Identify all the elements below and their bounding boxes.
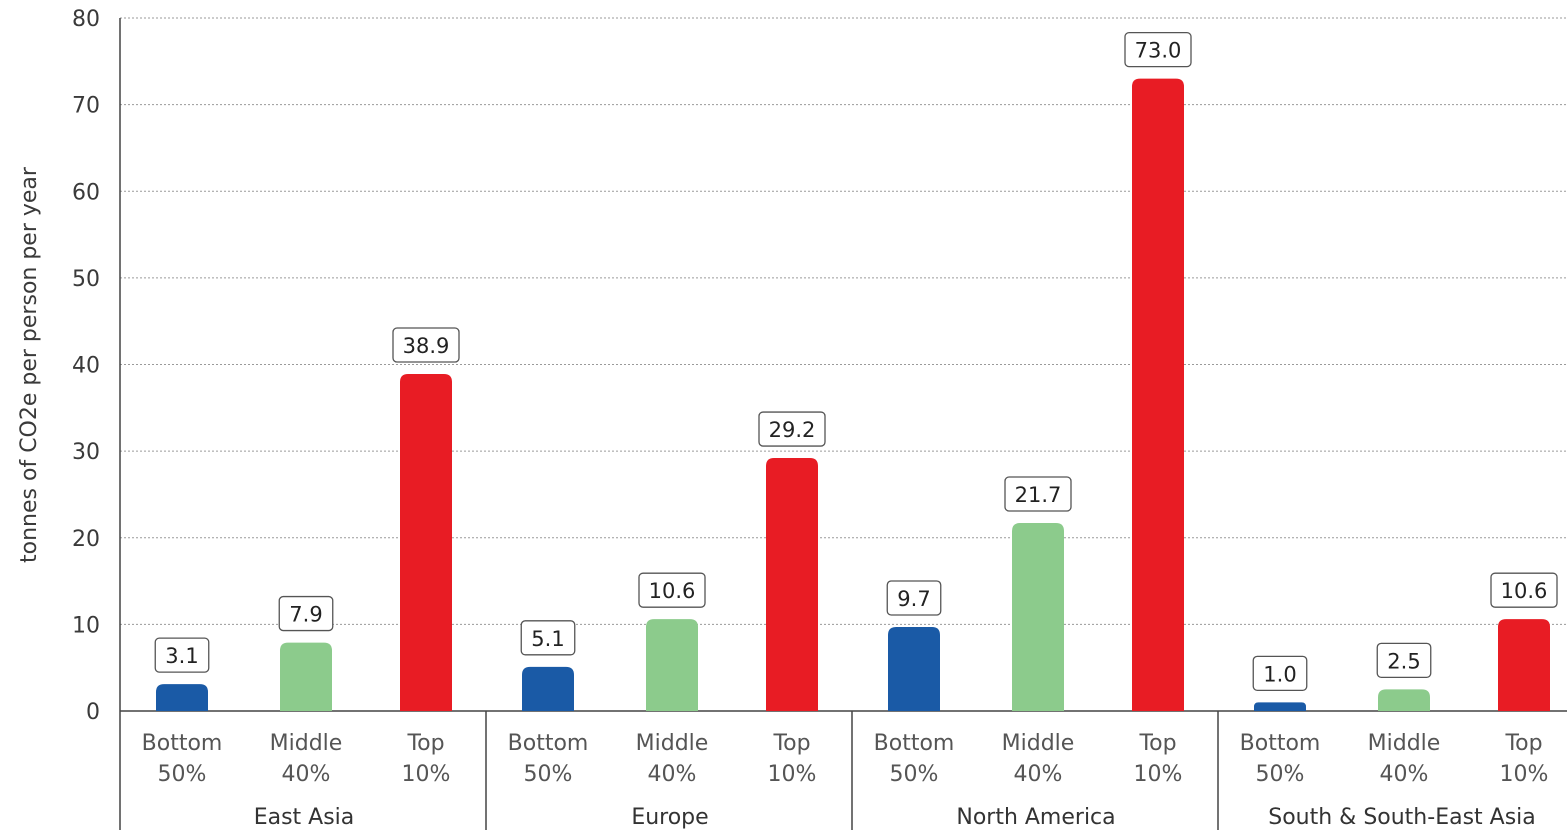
- y-axis-label: tonnes of CO2e per person per year: [17, 166, 42, 563]
- x-category-label-line1: Middle: [636, 731, 709, 756]
- x-category-label-line2: 50%: [890, 762, 939, 787]
- x-category-label-line2: 10%: [402, 762, 451, 787]
- x-category-label-line2: 40%: [1014, 762, 1063, 787]
- x-category-label-line1: Top: [1504, 731, 1542, 756]
- data-labels: 3.1 7.9 38.9 5.1 10.6 29.2 9.7 21.7 73.0 1.0 2.5 10…: [154, 31, 1558, 691]
- x-category-label-line2: 40%: [648, 762, 697, 787]
- bar: [1012, 523, 1064, 711]
- data-label: 3.1: [165, 644, 198, 668]
- data-label: 21.7: [1015, 483, 1062, 507]
- data-label-box: [886, 580, 942, 616]
- bar: [1254, 702, 1306, 711]
- data-label-box: [1490, 572, 1558, 608]
- x-category-label-line2: 50%: [524, 762, 573, 787]
- bar: [766, 458, 818, 711]
- x-group-label: East Asia: [254, 805, 355, 830]
- x-group-label: Europe: [631, 805, 708, 830]
- x-category-label-line1: Middle: [1368, 731, 1441, 756]
- x-category-label-line1: Top: [772, 731, 810, 756]
- bar: [1378, 689, 1430, 711]
- data-label: 38.9: [403, 334, 450, 358]
- y-tick-label: 70: [72, 94, 100, 119]
- axes: 0 10 20 30 40 50 60 70 80: [72, 7, 1567, 830]
- y-tick-label: 40: [72, 354, 100, 379]
- bar: [646, 619, 698, 711]
- x-category-label-line1: Top: [1138, 731, 1176, 756]
- x-category-label-line1: Bottom: [874, 731, 955, 756]
- data-label-box: [638, 572, 706, 608]
- x-category-label-line1: Bottom: [508, 731, 589, 756]
- gridlines: [120, 17, 1567, 625]
- data-label: 10.6: [649, 579, 696, 603]
- bar: [156, 684, 208, 711]
- data-label: 73.0: [1135, 39, 1182, 63]
- data-label: 7.9: [289, 603, 322, 627]
- x-axis-category-labels: Bottom 50% Middle 40% Top 10% Bottom 50% Middle 4…: [142, 731, 1549, 787]
- data-label: 10.6: [1501, 579, 1548, 603]
- x-category-label-line1: Bottom: [142, 731, 223, 756]
- x-category-label-line1: Top: [406, 731, 444, 756]
- y-tick-label: 20: [72, 527, 100, 552]
- x-category-label-line1: Middle: [1002, 731, 1075, 756]
- x-category-label-line2: 50%: [1256, 762, 1305, 787]
- bar: [888, 626, 940, 711]
- y-tick-label: 50: [72, 267, 100, 292]
- data-label-box: [1004, 476, 1072, 512]
- data-label-box: [1124, 31, 1192, 68]
- bar: [1498, 619, 1550, 711]
- x-axis-group-labels: East Asia Europe North America South & Sout…: [254, 805, 1536, 830]
- y-tick-label: 0: [86, 700, 100, 725]
- data-label: 5.1: [531, 627, 564, 651]
- bar: [1132, 78, 1184, 711]
- x-category-label-line2: 40%: [282, 762, 331, 787]
- x-category-label-line2: 50%: [158, 762, 207, 787]
- data-label: 1.0: [1263, 662, 1296, 686]
- bar: [522, 666, 574, 711]
- y-tick-label: 60: [72, 180, 100, 205]
- data-label: 2.5: [1387, 649, 1420, 673]
- y-tick-label: 10: [72, 613, 100, 638]
- data-label-box: [278, 595, 334, 632]
- data-label-box: [520, 620, 576, 656]
- y-tick-label: 80: [72, 7, 100, 32]
- data-label: 9.7: [897, 587, 930, 611]
- x-category-label-line2: 10%: [768, 762, 817, 787]
- data-label-box: [1252, 655, 1308, 691]
- x-category-label-line1: Middle: [270, 731, 343, 756]
- x-category-label-line1: Bottom: [1240, 731, 1321, 756]
- bar: [280, 642, 332, 711]
- data-label-box: [392, 327, 460, 363]
- x-category-label-line2: 40%: [1380, 762, 1429, 787]
- x-group-label: North America: [956, 805, 1115, 830]
- data-label-box: [758, 411, 826, 447]
- data-label-box: [1376, 642, 1432, 678]
- data-label: 29.2: [769, 418, 816, 442]
- data-label-box: [154, 637, 210, 673]
- bar: [400, 374, 452, 711]
- bars: [156, 78, 1550, 711]
- x-category-label-line2: 10%: [1134, 762, 1183, 787]
- y-tick-label: 30: [72, 440, 100, 465]
- x-group-label: South & South-East Asia: [1268, 805, 1536, 830]
- x-category-label-line2: 10%: [1500, 762, 1549, 787]
